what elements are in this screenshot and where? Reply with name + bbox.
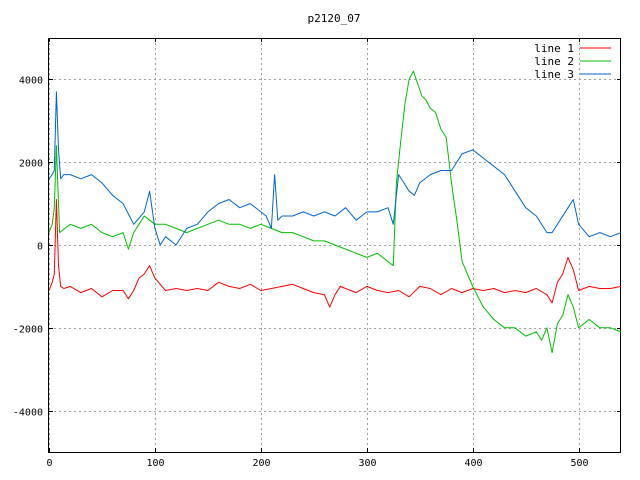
- x-tick-label: 0: [46, 458, 52, 469]
- series-line-1: [48, 199, 622, 308]
- legend-label: line 1: [534, 42, 574, 55]
- series-line-2: [48, 70, 622, 354]
- x-tick-label: 500: [570, 458, 588, 469]
- x-tick-label: 200: [252, 458, 270, 469]
- y-tick-label: -4000: [13, 408, 43, 419]
- y-tick-label: 0: [37, 242, 43, 253]
- series-line-3: [48, 91, 622, 246]
- x-tick-label: 300: [358, 458, 376, 469]
- legend-label: line 2: [534, 55, 574, 68]
- x-tick-label: 100: [146, 458, 164, 469]
- grid: [49, 38, 621, 452]
- x-tick-label: 400: [464, 458, 482, 469]
- y-tick-label: 4000: [19, 76, 43, 87]
- y-tick-label: -2000: [13, 325, 43, 336]
- axis-ticks: 0 100 200 300 400 500 -4000 -2000 0 2000 4000: [13, 38, 621, 469]
- y-tick-label: 2000: [19, 159, 43, 170]
- chart-title: p2120_07: [308, 12, 361, 25]
- series-lines: [48, 70, 622, 354]
- legend-label: line 3: [534, 68, 574, 81]
